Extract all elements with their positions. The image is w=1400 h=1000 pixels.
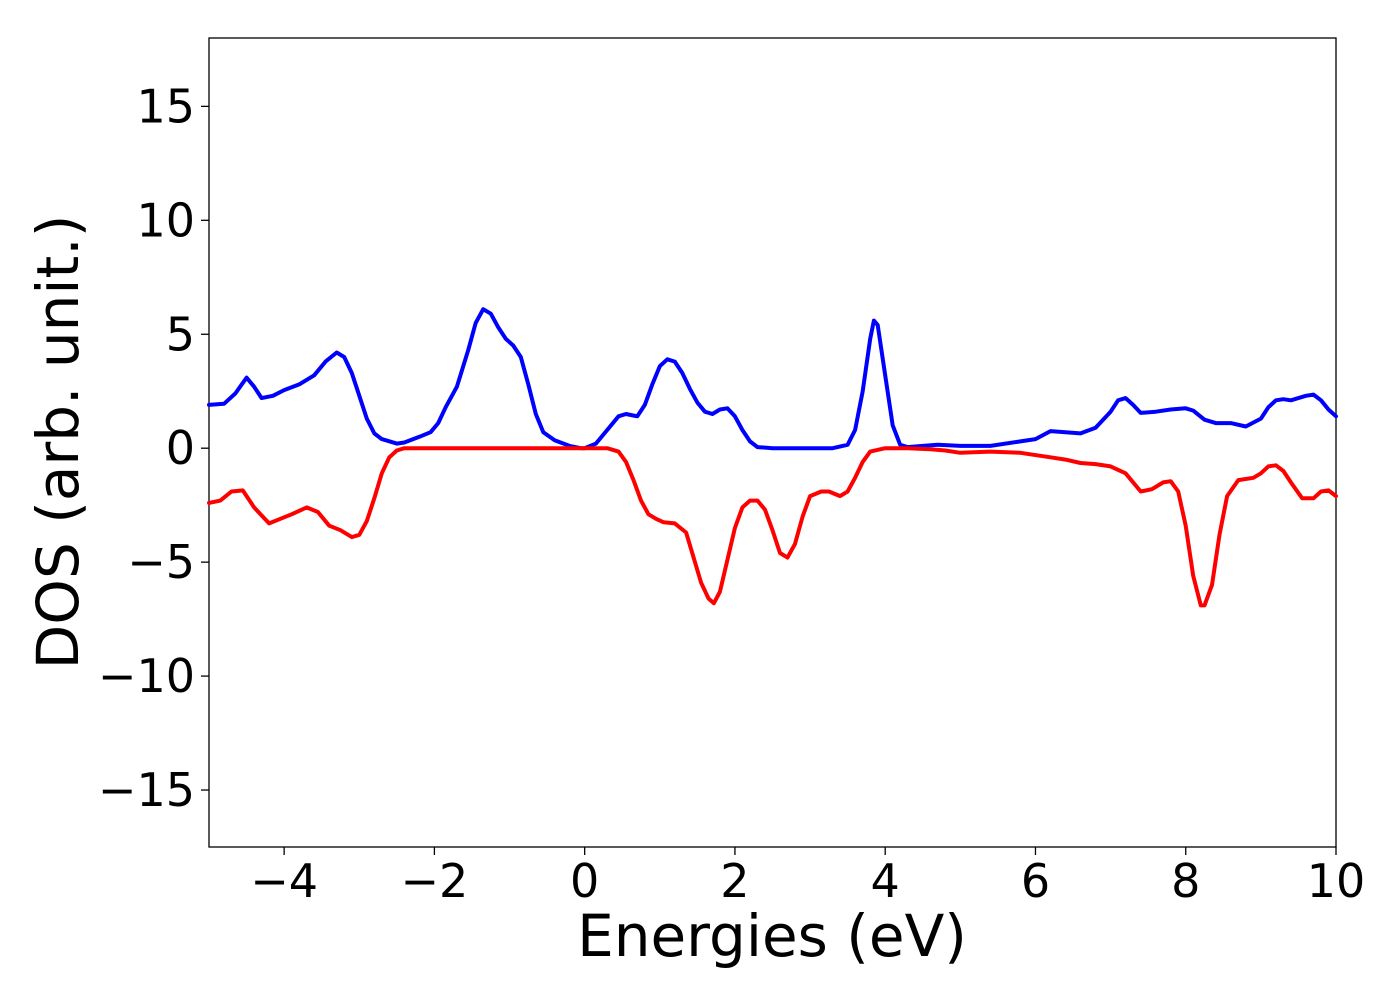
y-tick-label: 0	[166, 421, 195, 475]
x-tick-label: 0	[570, 854, 599, 908]
x-tick-label: 2	[720, 854, 749, 908]
y-tick-label: 15	[136, 79, 195, 133]
x-tick-label: −2	[400, 854, 468, 908]
series-line-1	[207, 307, 1338, 451]
y-tick-label: −15	[98, 763, 195, 817]
y-axis-title: DOS (arb. unit.)	[24, 215, 92, 670]
x-tick-label: 8	[1171, 854, 1200, 908]
y-axis: 15 10 5 0 −5 −10 −15	[98, 79, 209, 817]
y-tick-label: −10	[98, 649, 195, 703]
series-layer	[207, 307, 1338, 608]
y-tick-label: −5	[127, 535, 195, 589]
y-tick-label: 5	[166, 307, 195, 361]
x-tick-label: 4	[871, 854, 900, 908]
x-tick-label: 10	[1307, 854, 1366, 908]
y-tick-label: 10	[136, 193, 195, 247]
x-tick-label: −4	[250, 854, 318, 908]
x-tick-label: 6	[1021, 854, 1050, 908]
plot-area	[207, 37, 1338, 848]
x-axis-title: Energies (eV)	[577, 902, 967, 970]
x-axis: −4 −2 0 2 4 6 8 10	[250, 847, 1365, 908]
plot-frame	[208, 37, 1337, 848]
series-line-2	[207, 446, 1338, 608]
